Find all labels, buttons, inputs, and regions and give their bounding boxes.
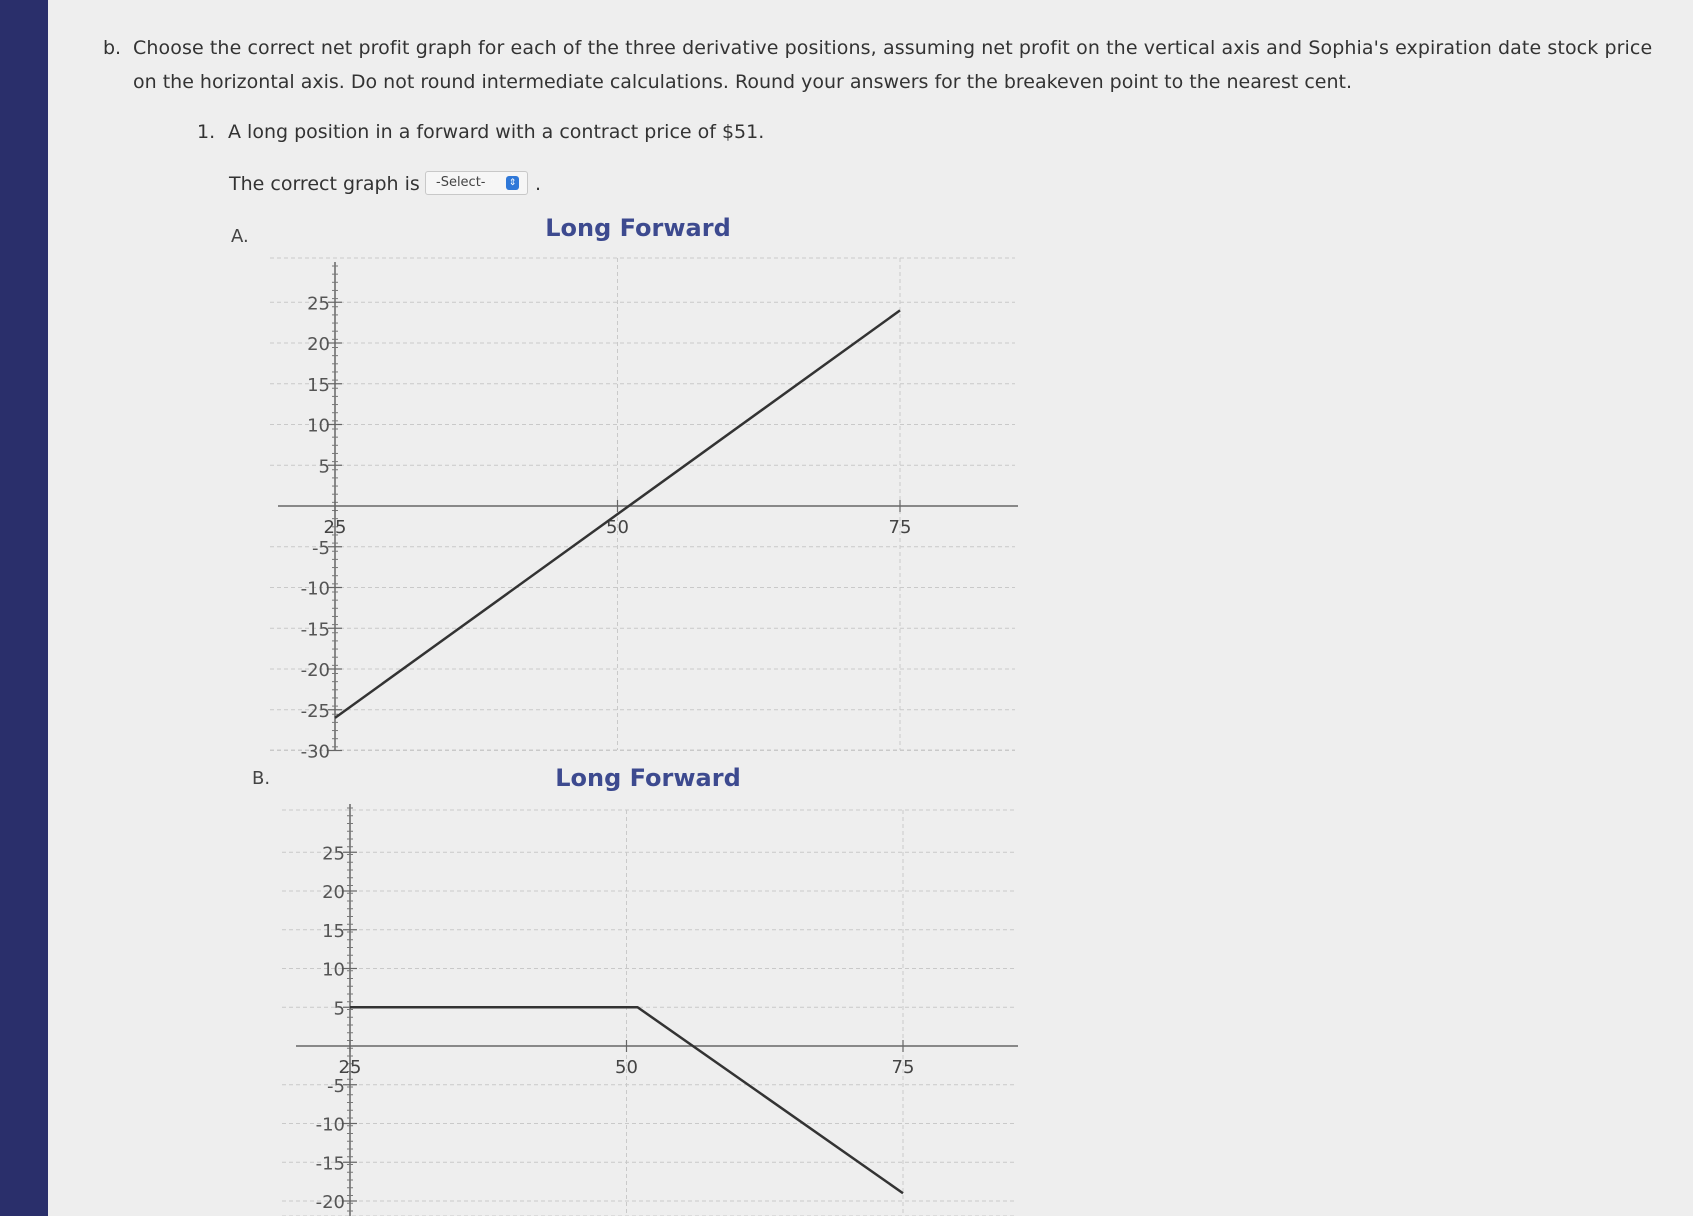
chart-b-x-tick-label: 25 bbox=[339, 1057, 362, 1078]
chart-a-y-tick-label: 10 bbox=[307, 416, 330, 437]
chart-b-y-tick-label: 20 bbox=[322, 882, 345, 903]
question-line-1: Choose the correct net profit graph for … bbox=[133, 37, 1653, 59]
chart-b-y-tick-label: -15 bbox=[316, 1153, 345, 1174]
chart-a-y-tick-label: -5 bbox=[312, 538, 330, 559]
chart-b-y-tick-label: 10 bbox=[322, 960, 345, 981]
chart-b-y-tick-label: 25 bbox=[322, 843, 345, 864]
chart-a-x-tick-label: 25 bbox=[324, 517, 347, 538]
prompt-period: . bbox=[535, 173, 542, 195]
graph-prompt: The correct graph is bbox=[229, 173, 420, 195]
chart-a-y-tick-label: 20 bbox=[307, 334, 330, 355]
chart-a-y-tick-label: -10 bbox=[301, 579, 330, 600]
chart-b-title: Long Forward bbox=[555, 764, 741, 792]
chart-a-x-tick-label: 50 bbox=[606, 517, 629, 538]
dropdown-arrow-icon: ⇕ bbox=[506, 176, 519, 190]
chart-a-y-tick-label: 15 bbox=[307, 375, 330, 396]
question-panel bbox=[48, 0, 1693, 1216]
chart-a-group: 25 20 15 10 5 -5 -10 -15 -20 -25 -30 25 50 75 Long For… bbox=[270, 214, 1018, 763]
chart-a-y-tick-label: -20 bbox=[301, 660, 330, 681]
chart-a-x-tick-label: 75 bbox=[889, 517, 912, 538]
chart-a-y-tick-label: -15 bbox=[301, 619, 330, 640]
part-label: b. bbox=[103, 37, 122, 59]
chart-a-profit-line bbox=[334, 309, 901, 719]
chart-b-profit-line bbox=[350, 1006, 904, 1195]
chart-b-group: 25 20 15 10 5 -5 -10 -15 -20 25 50 75 Long Forward bbox=[282, 764, 1018, 1216]
chart-a-title: Long Forward bbox=[545, 214, 731, 242]
chart-a-y-tick-label: 5 bbox=[319, 456, 330, 477]
option-label-a: A. bbox=[231, 226, 249, 247]
chart-b-y-tick-label: -20 bbox=[316, 1192, 345, 1213]
chart-a-y-tick-label: -25 bbox=[301, 701, 330, 722]
chart-a-y-tick-label: 25 bbox=[307, 293, 330, 314]
sub-question-text: A long position in a forward with a cont… bbox=[228, 121, 765, 143]
question-line-2: on the horizontal axis. Do not round int… bbox=[133, 71, 1353, 93]
chart-b-y-tick-label: -10 bbox=[316, 1115, 345, 1136]
graph-select-dropdown[interactable]: -Select- ⇕ bbox=[425, 171, 528, 195]
sub-question-number: 1. bbox=[197, 121, 216, 143]
chart-b-x-tick-label: 75 bbox=[892, 1057, 915, 1078]
option-label-b: B. bbox=[252, 768, 271, 789]
chart-a-y-tick-label: -30 bbox=[301, 742, 330, 763]
chart-b-y-tick-label: 15 bbox=[322, 921, 345, 942]
select-value: -Select- bbox=[436, 175, 486, 190]
chart-b-y-tick-label: -5 bbox=[327, 1076, 345, 1097]
chart-b-x-tick-label: 50 bbox=[615, 1057, 638, 1078]
chart-b-y-tick-label: 5 bbox=[334, 998, 345, 1019]
